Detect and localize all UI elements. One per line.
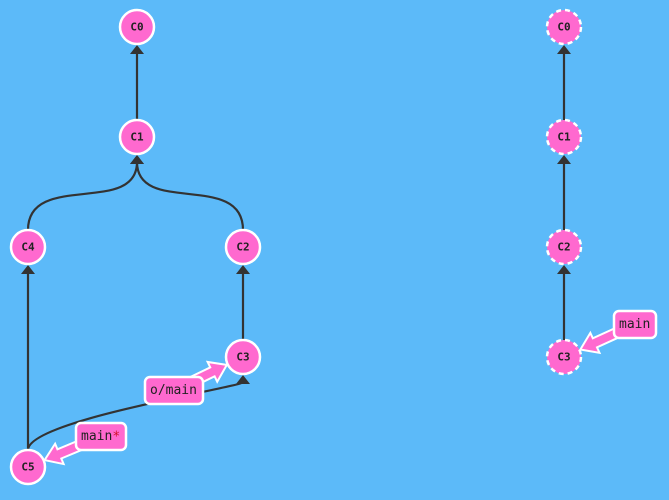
commit-id: C1 bbox=[557, 131, 571, 144]
commit-circle bbox=[118, 118, 156, 156]
commit-id: C2 bbox=[557, 241, 570, 254]
head-marker: * bbox=[112, 429, 120, 444]
arrowhead-icon bbox=[557, 45, 571, 54]
commit-id: C2 bbox=[236, 241, 249, 254]
arrowhead-icon bbox=[557, 155, 571, 164]
commit-id: C3 bbox=[557, 351, 570, 364]
commit-remote-C1[interactable]: C1 bbox=[545, 118, 583, 156]
commit-remote-C0[interactable]: C0 bbox=[545, 8, 583, 46]
commit-local-C3[interactable]: C3 bbox=[224, 338, 262, 376]
commit-circle bbox=[224, 228, 262, 266]
branch-name: main bbox=[619, 317, 650, 332]
commit-circle bbox=[545, 228, 583, 266]
arrowhead-icon bbox=[130, 155, 144, 164]
branch-label-box bbox=[74, 421, 128, 452]
branch-remote-main[interactable]: main bbox=[578, 309, 658, 355]
commits: C0 C1 C2 C3 C4 C5 C0 C1 C2 C3 bbox=[9, 8, 583, 486]
arrowhead-icon bbox=[236, 265, 250, 274]
commit-local-C0[interactable]: C0 bbox=[118, 8, 156, 46]
commit-circle bbox=[118, 8, 156, 46]
commit-circle bbox=[9, 228, 47, 266]
branch-name: main* bbox=[81, 429, 120, 444]
arrowhead-icon bbox=[236, 375, 250, 384]
commit-circle bbox=[224, 338, 262, 376]
commit-circle bbox=[545, 118, 583, 156]
branch-label-box bbox=[143, 375, 205, 406]
edge-local-C4-C1 bbox=[26, 161, 139, 231]
commit-id: C1 bbox=[130, 131, 144, 144]
branch-local-main[interactable]: main* bbox=[42, 421, 128, 466]
arrowhead-icon bbox=[21, 265, 35, 274]
commit-id: C4 bbox=[21, 241, 35, 254]
commit-local-C4[interactable]: C4 bbox=[9, 228, 47, 266]
branch-local-o-main[interactable]: o/main bbox=[143, 360, 229, 406]
commit-local-C1[interactable]: C1 bbox=[118, 118, 156, 156]
branch-name: o/main bbox=[150, 383, 197, 398]
branch-label-box bbox=[612, 309, 658, 340]
commit-id: C0 bbox=[557, 21, 570, 34]
edge-local-C5-C3 bbox=[26, 380, 245, 451]
commit-id: C5 bbox=[21, 461, 34, 474]
commit-circle bbox=[9, 448, 47, 486]
commit-id: C0 bbox=[130, 21, 143, 34]
branch-labels: o/main main* main bbox=[42, 309, 658, 466]
edges bbox=[21, 45, 571, 451]
arrowhead-icon bbox=[130, 45, 144, 54]
commit-remote-C2[interactable]: C2 bbox=[545, 228, 583, 266]
commit-circle bbox=[545, 338, 583, 376]
commit-local-C2[interactable]: C2 bbox=[224, 228, 262, 266]
edge-local-C2-C1 bbox=[135, 161, 245, 231]
commit-circle bbox=[545, 8, 583, 46]
commit-id: C3 bbox=[236, 351, 249, 364]
commit-remote-C3[interactable]: C3 bbox=[545, 338, 583, 376]
commit-local-C5[interactable]: C5 bbox=[9, 448, 47, 486]
arrowhead-icon bbox=[557, 265, 571, 274]
